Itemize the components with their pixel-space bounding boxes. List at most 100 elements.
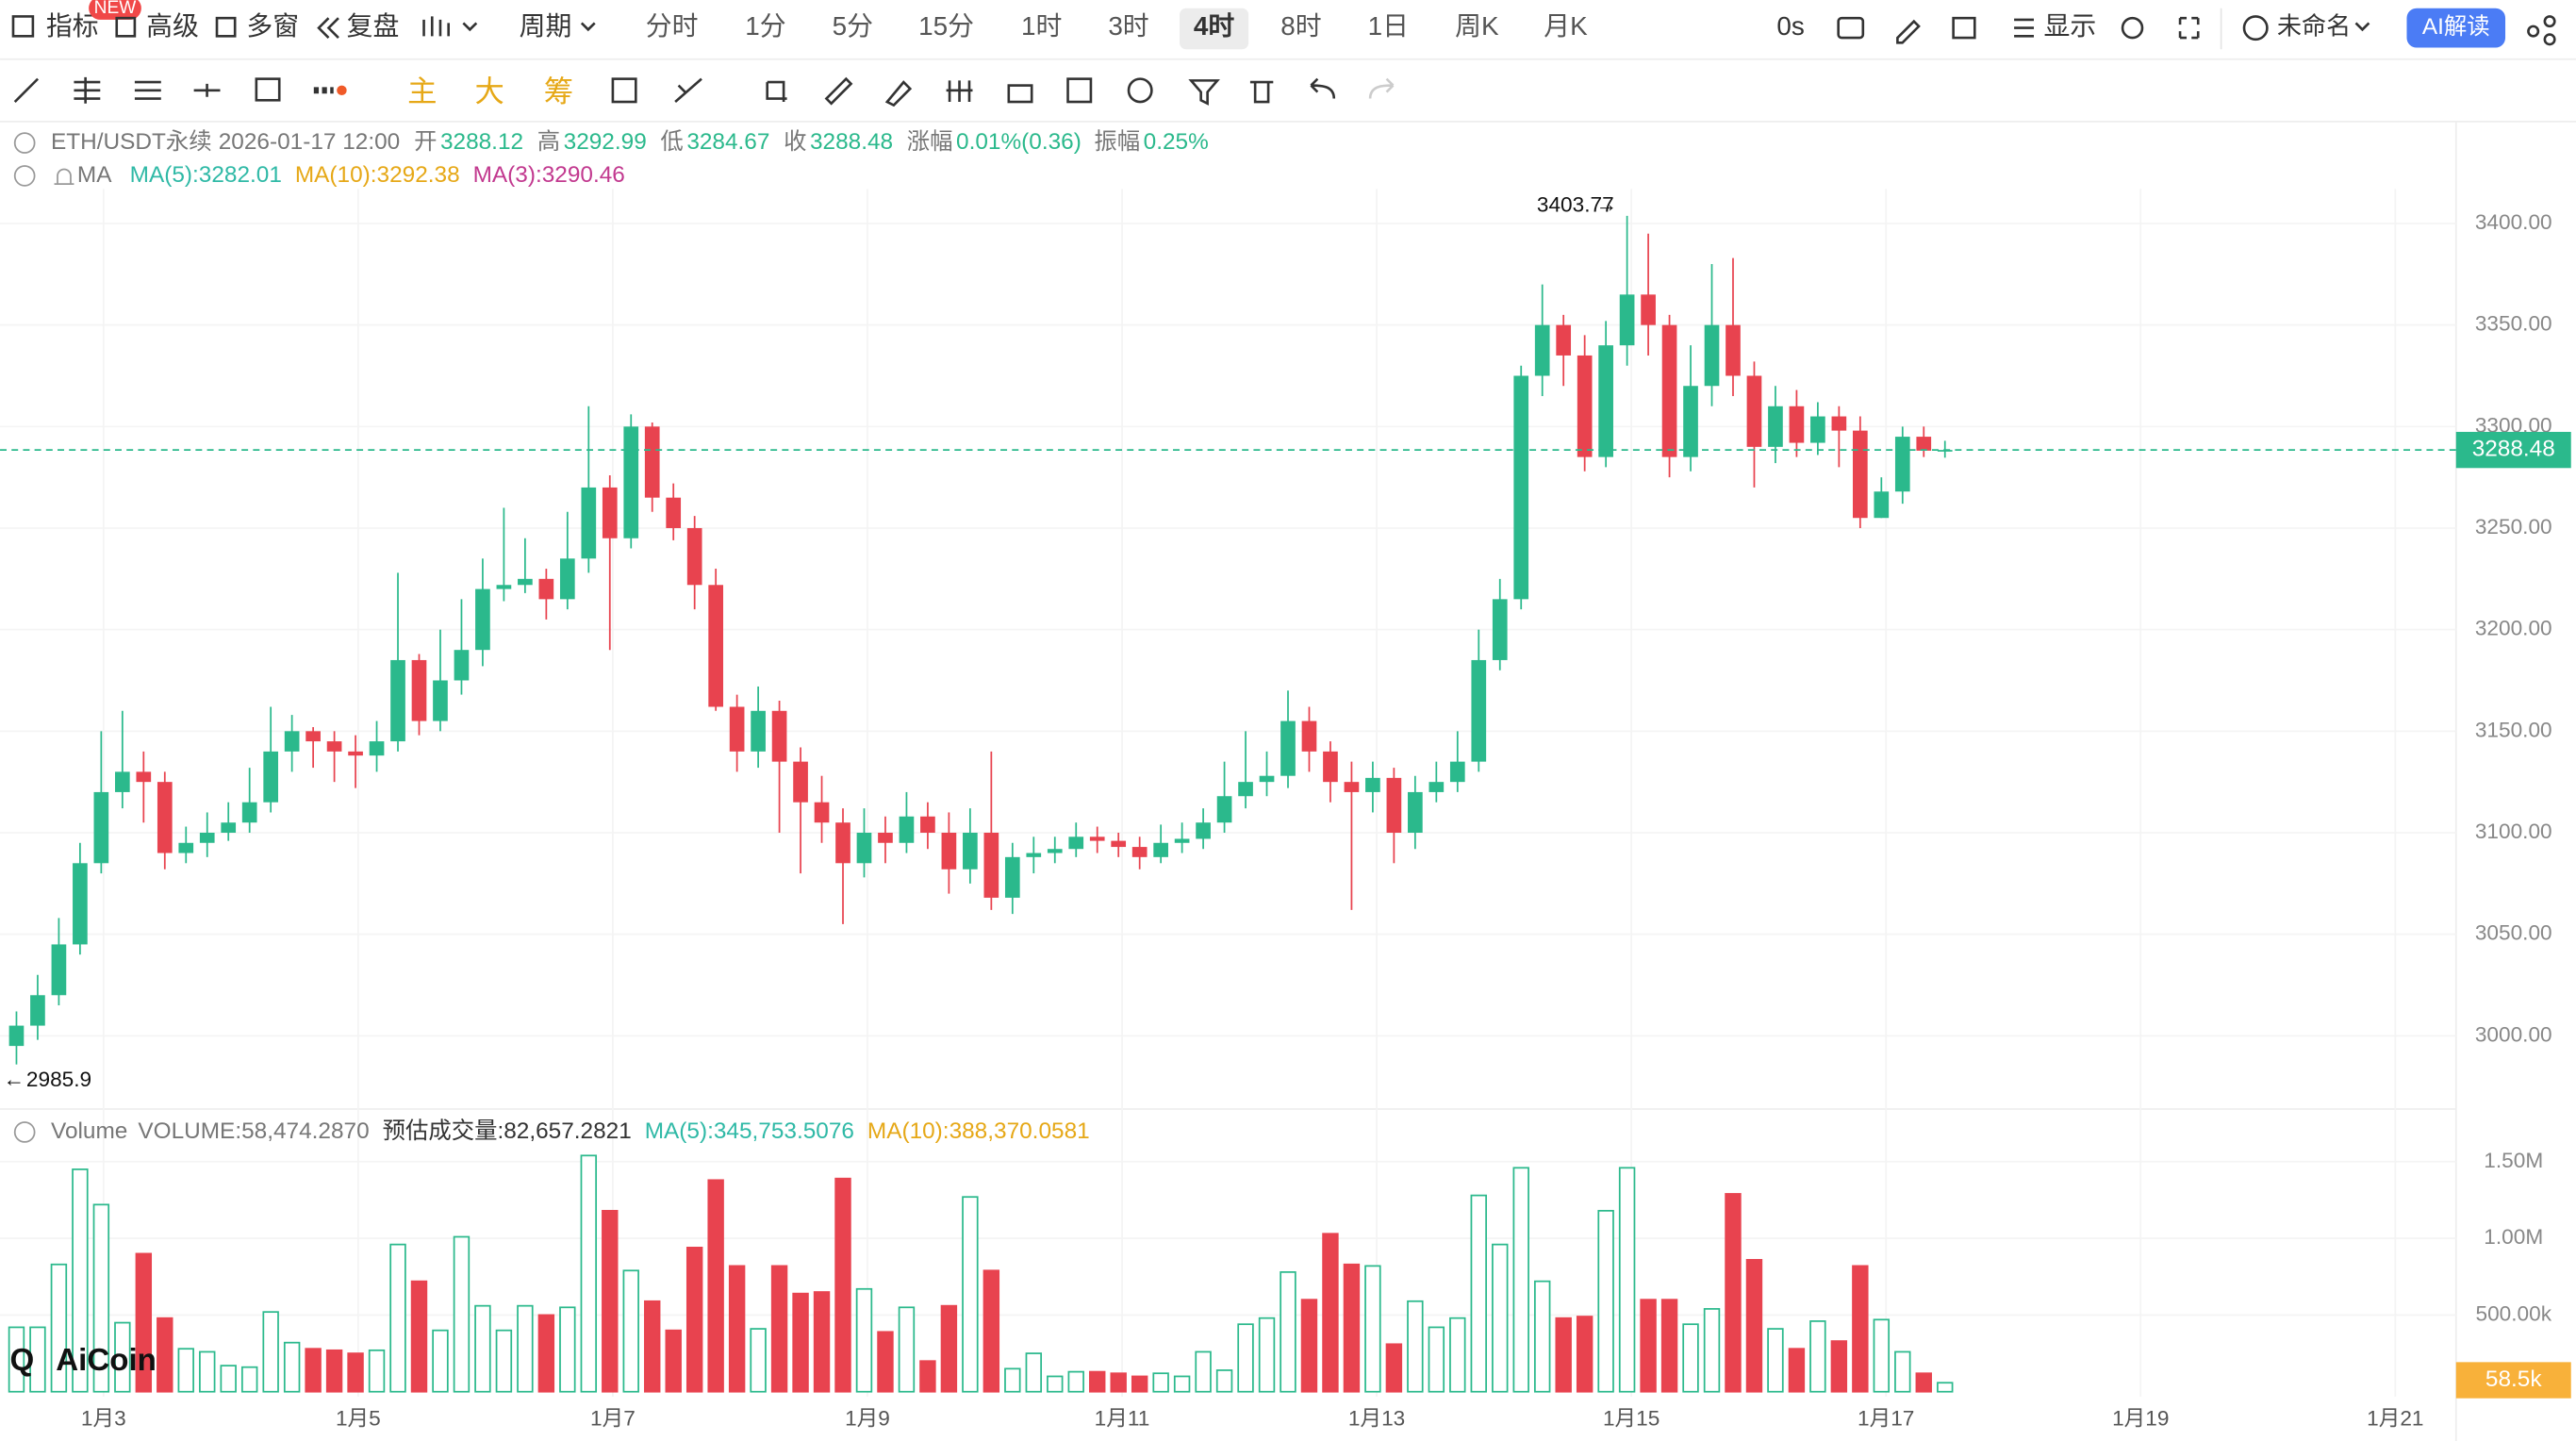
tool-icon[interactable]	[1007, 84, 1033, 104]
toolbar-item[interactable]: 指标	[46, 11, 99, 41]
volume-bar	[1576, 1316, 1593, 1393]
tool-parallel[interactable]	[74, 76, 101, 104]
y-tick-label: 3250.00	[2475, 515, 2552, 538]
collapse-icon[interactable]	[13, 1121, 36, 1143]
toolbar-item[interactable]: 复盘	[347, 11, 400, 41]
volume-bar	[157, 1317, 173, 1393]
layout-name[interactable]: 未命名	[2277, 12, 2351, 41]
volume-bar	[834, 1177, 851, 1393]
period[interactable]: 15分	[918, 11, 974, 41]
toolbar-item[interactable]: 高级	[146, 11, 199, 41]
tool-icon[interactable]	[674, 77, 702, 104]
share-icon[interactable]	[2527, 25, 2540, 38]
candle-body	[136, 771, 152, 783]
volume-bar	[29, 1326, 46, 1393]
tool-icon[interactable]	[884, 80, 913, 108]
candle-body	[199, 832, 215, 843]
volume-bar	[177, 1348, 194, 1393]
toolbar-item[interactable]: 周期	[520, 11, 572, 41]
toolbar-item[interactable]: 显示	[2043, 11, 2096, 41]
tool-redo[interactable]	[1368, 77, 1395, 99]
period[interactable]: 月K	[1544, 11, 1588, 41]
x-tick-label: 1月21	[2367, 1406, 2423, 1430]
ai-button-text[interactable]: AI解读	[2422, 14, 2490, 40]
tool-icon[interactable]	[1066, 77, 1093, 104]
tool-undo[interactable]	[1310, 77, 1336, 99]
tool-delete[interactable]	[1249, 80, 1274, 104]
top-toolbar: 指标 NEW 高级 多窗 复盘 周期 分时 1分 5分 15分 1时 3时 4时 8时 1日 周K…	[0, 0, 2576, 60]
pen-icon[interactable]	[1896, 19, 1921, 44]
preset[interactable]: 筹	[544, 75, 573, 108]
preset[interactable]: 主	[407, 75, 437, 108]
volume-bar	[919, 1360, 936, 1393]
volume-bar	[559, 1306, 576, 1393]
candle-body	[433, 680, 448, 721]
toolbar-item[interactable]: 多窗	[246, 11, 299, 41]
candle-body	[835, 822, 850, 864]
collapse-icon[interactable]	[13, 132, 36, 154]
volume-legend-item: VOLUME:58,474.2870	[138, 1118, 369, 1144]
volume-bar	[1449, 1317, 1466, 1393]
candle-body	[1661, 324, 1677, 457]
candle-body	[348, 751, 363, 756]
volume-bar	[1089, 1370, 1106, 1393]
period[interactable]: 5分	[833, 11, 873, 41]
tool-icon[interactable]	[1127, 77, 1153, 104]
collapse-icon[interactable]	[13, 165, 36, 187]
period[interactable]: 3时	[1108, 11, 1148, 41]
last-price-label: 3288.48	[2472, 437, 2555, 462]
candle-body	[602, 487, 618, 538]
period[interactable]: 1时	[1021, 11, 1062, 41]
candle-body	[1344, 782, 1360, 792]
tool-icon[interactable]	[611, 77, 637, 104]
tool-line[interactable]	[13, 77, 40, 103]
volume-bar	[1195, 1350, 1212, 1393]
tool-hline[interactable]	[193, 83, 221, 97]
candle-body	[814, 802, 830, 823]
period[interactable]: 4时	[1194, 11, 1234, 41]
candle-body	[1598, 345, 1613, 457]
volume-bar	[1937, 1382, 1954, 1393]
ma-legend-item: MA(3):3290.46	[473, 162, 625, 188]
tool-hlines[interactable]	[134, 80, 161, 100]
settings-icon[interactable]	[2121, 16, 2144, 40]
candle-body	[644, 426, 660, 498]
open-value: 3288.12	[440, 129, 523, 155]
period[interactable]: 分时	[646, 11, 699, 41]
fullscreen-icon[interactable]	[2178, 16, 2200, 40]
tool-filter[interactable]	[1188, 79, 1220, 106]
period[interactable]: 1分	[745, 11, 785, 41]
bell-icon[interactable]	[54, 168, 74, 186]
tool-icon[interactable]	[824, 76, 853, 106]
volume-bar	[877, 1331, 894, 1393]
volume-bar	[750, 1328, 767, 1393]
camera-icon[interactable]	[1837, 16, 1865, 40]
period[interactable]: 8时	[1280, 11, 1321, 41]
candle-body	[1026, 853, 1042, 857]
ai-button[interactable]	[2406, 8, 2506, 48]
volume-bar	[410, 1280, 428, 1393]
volume-bar	[453, 1235, 471, 1393]
candle-body	[1916, 437, 1932, 451]
volume-bar	[1047, 1375, 1064, 1393]
volume-bar	[1300, 1299, 1318, 1393]
y-tick-label: 1.50M	[2484, 1149, 2543, 1172]
x-tick-label: 1月9	[845, 1406, 890, 1430]
caret	[2354, 22, 2370, 32]
candle-body	[1259, 775, 1275, 783]
tool-icon[interactable]	[946, 80, 973, 103]
candle-body	[1131, 847, 1148, 857]
period[interactable]: 周K	[1455, 11, 1499, 41]
badge	[89, 0, 141, 20]
period[interactable]: 1日	[1368, 11, 1409, 41]
volume-bar	[1512, 1167, 1529, 1393]
window-icon[interactable]	[1952, 16, 1976, 40]
candle-body	[1449, 761, 1465, 783]
preset[interactable]: 大	[475, 75, 504, 108]
tool-rect[interactable]	[255, 77, 281, 102]
candle-body	[454, 650, 470, 681]
candle-body	[1874, 491, 1890, 519]
candle-body	[1323, 751, 1338, 783]
tool-icon[interactable]	[766, 80, 787, 103]
chart-type-icon[interactable]	[422, 16, 478, 37]
